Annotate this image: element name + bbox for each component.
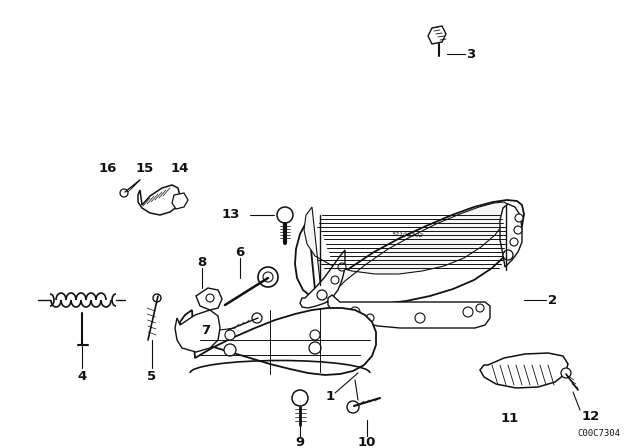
Circle shape bbox=[263, 272, 273, 282]
Circle shape bbox=[206, 294, 214, 302]
Circle shape bbox=[463, 307, 473, 317]
Circle shape bbox=[514, 226, 522, 234]
Text: 1: 1 bbox=[325, 389, 335, 402]
Polygon shape bbox=[500, 204, 522, 267]
Polygon shape bbox=[328, 295, 490, 328]
Polygon shape bbox=[180, 308, 376, 375]
Text: 6: 6 bbox=[236, 246, 244, 259]
Polygon shape bbox=[172, 193, 188, 209]
Text: 14: 14 bbox=[171, 161, 189, 175]
Text: 16: 16 bbox=[99, 161, 117, 175]
Text: 4: 4 bbox=[77, 370, 86, 383]
Circle shape bbox=[292, 390, 308, 406]
Polygon shape bbox=[300, 250, 345, 308]
Text: 13: 13 bbox=[221, 208, 240, 221]
Text: 15: 15 bbox=[136, 161, 154, 175]
Text: 8: 8 bbox=[197, 255, 207, 268]
Circle shape bbox=[476, 304, 484, 312]
Polygon shape bbox=[480, 353, 568, 388]
Circle shape bbox=[350, 307, 360, 317]
Circle shape bbox=[510, 238, 518, 246]
Circle shape bbox=[366, 314, 374, 322]
Text: 3: 3 bbox=[467, 47, 476, 60]
Text: 52108302: 52108302 bbox=[392, 232, 424, 238]
Polygon shape bbox=[175, 310, 220, 352]
Circle shape bbox=[331, 276, 339, 284]
Text: 12: 12 bbox=[582, 409, 600, 422]
Circle shape bbox=[515, 214, 523, 222]
Circle shape bbox=[347, 401, 359, 413]
Circle shape bbox=[258, 267, 278, 287]
Circle shape bbox=[309, 342, 321, 354]
Circle shape bbox=[415, 313, 425, 323]
Circle shape bbox=[310, 330, 320, 340]
Text: 7: 7 bbox=[201, 324, 210, 337]
Circle shape bbox=[225, 330, 235, 340]
Text: 10: 10 bbox=[358, 435, 376, 448]
Text: C00C7304: C00C7304 bbox=[577, 429, 620, 438]
Polygon shape bbox=[196, 288, 222, 310]
Polygon shape bbox=[138, 185, 180, 215]
Circle shape bbox=[224, 344, 236, 356]
Circle shape bbox=[503, 250, 513, 260]
Text: 11: 11 bbox=[501, 412, 519, 425]
Text: 9: 9 bbox=[296, 435, 305, 448]
Text: 2: 2 bbox=[548, 293, 557, 306]
Text: 5: 5 bbox=[147, 370, 157, 383]
Circle shape bbox=[120, 189, 128, 197]
Circle shape bbox=[252, 313, 262, 323]
Circle shape bbox=[338, 263, 346, 271]
Circle shape bbox=[277, 207, 293, 223]
Polygon shape bbox=[304, 202, 509, 300]
Circle shape bbox=[317, 290, 327, 300]
Polygon shape bbox=[428, 26, 446, 44]
Circle shape bbox=[153, 294, 161, 302]
Circle shape bbox=[561, 368, 571, 378]
Polygon shape bbox=[295, 200, 524, 305]
